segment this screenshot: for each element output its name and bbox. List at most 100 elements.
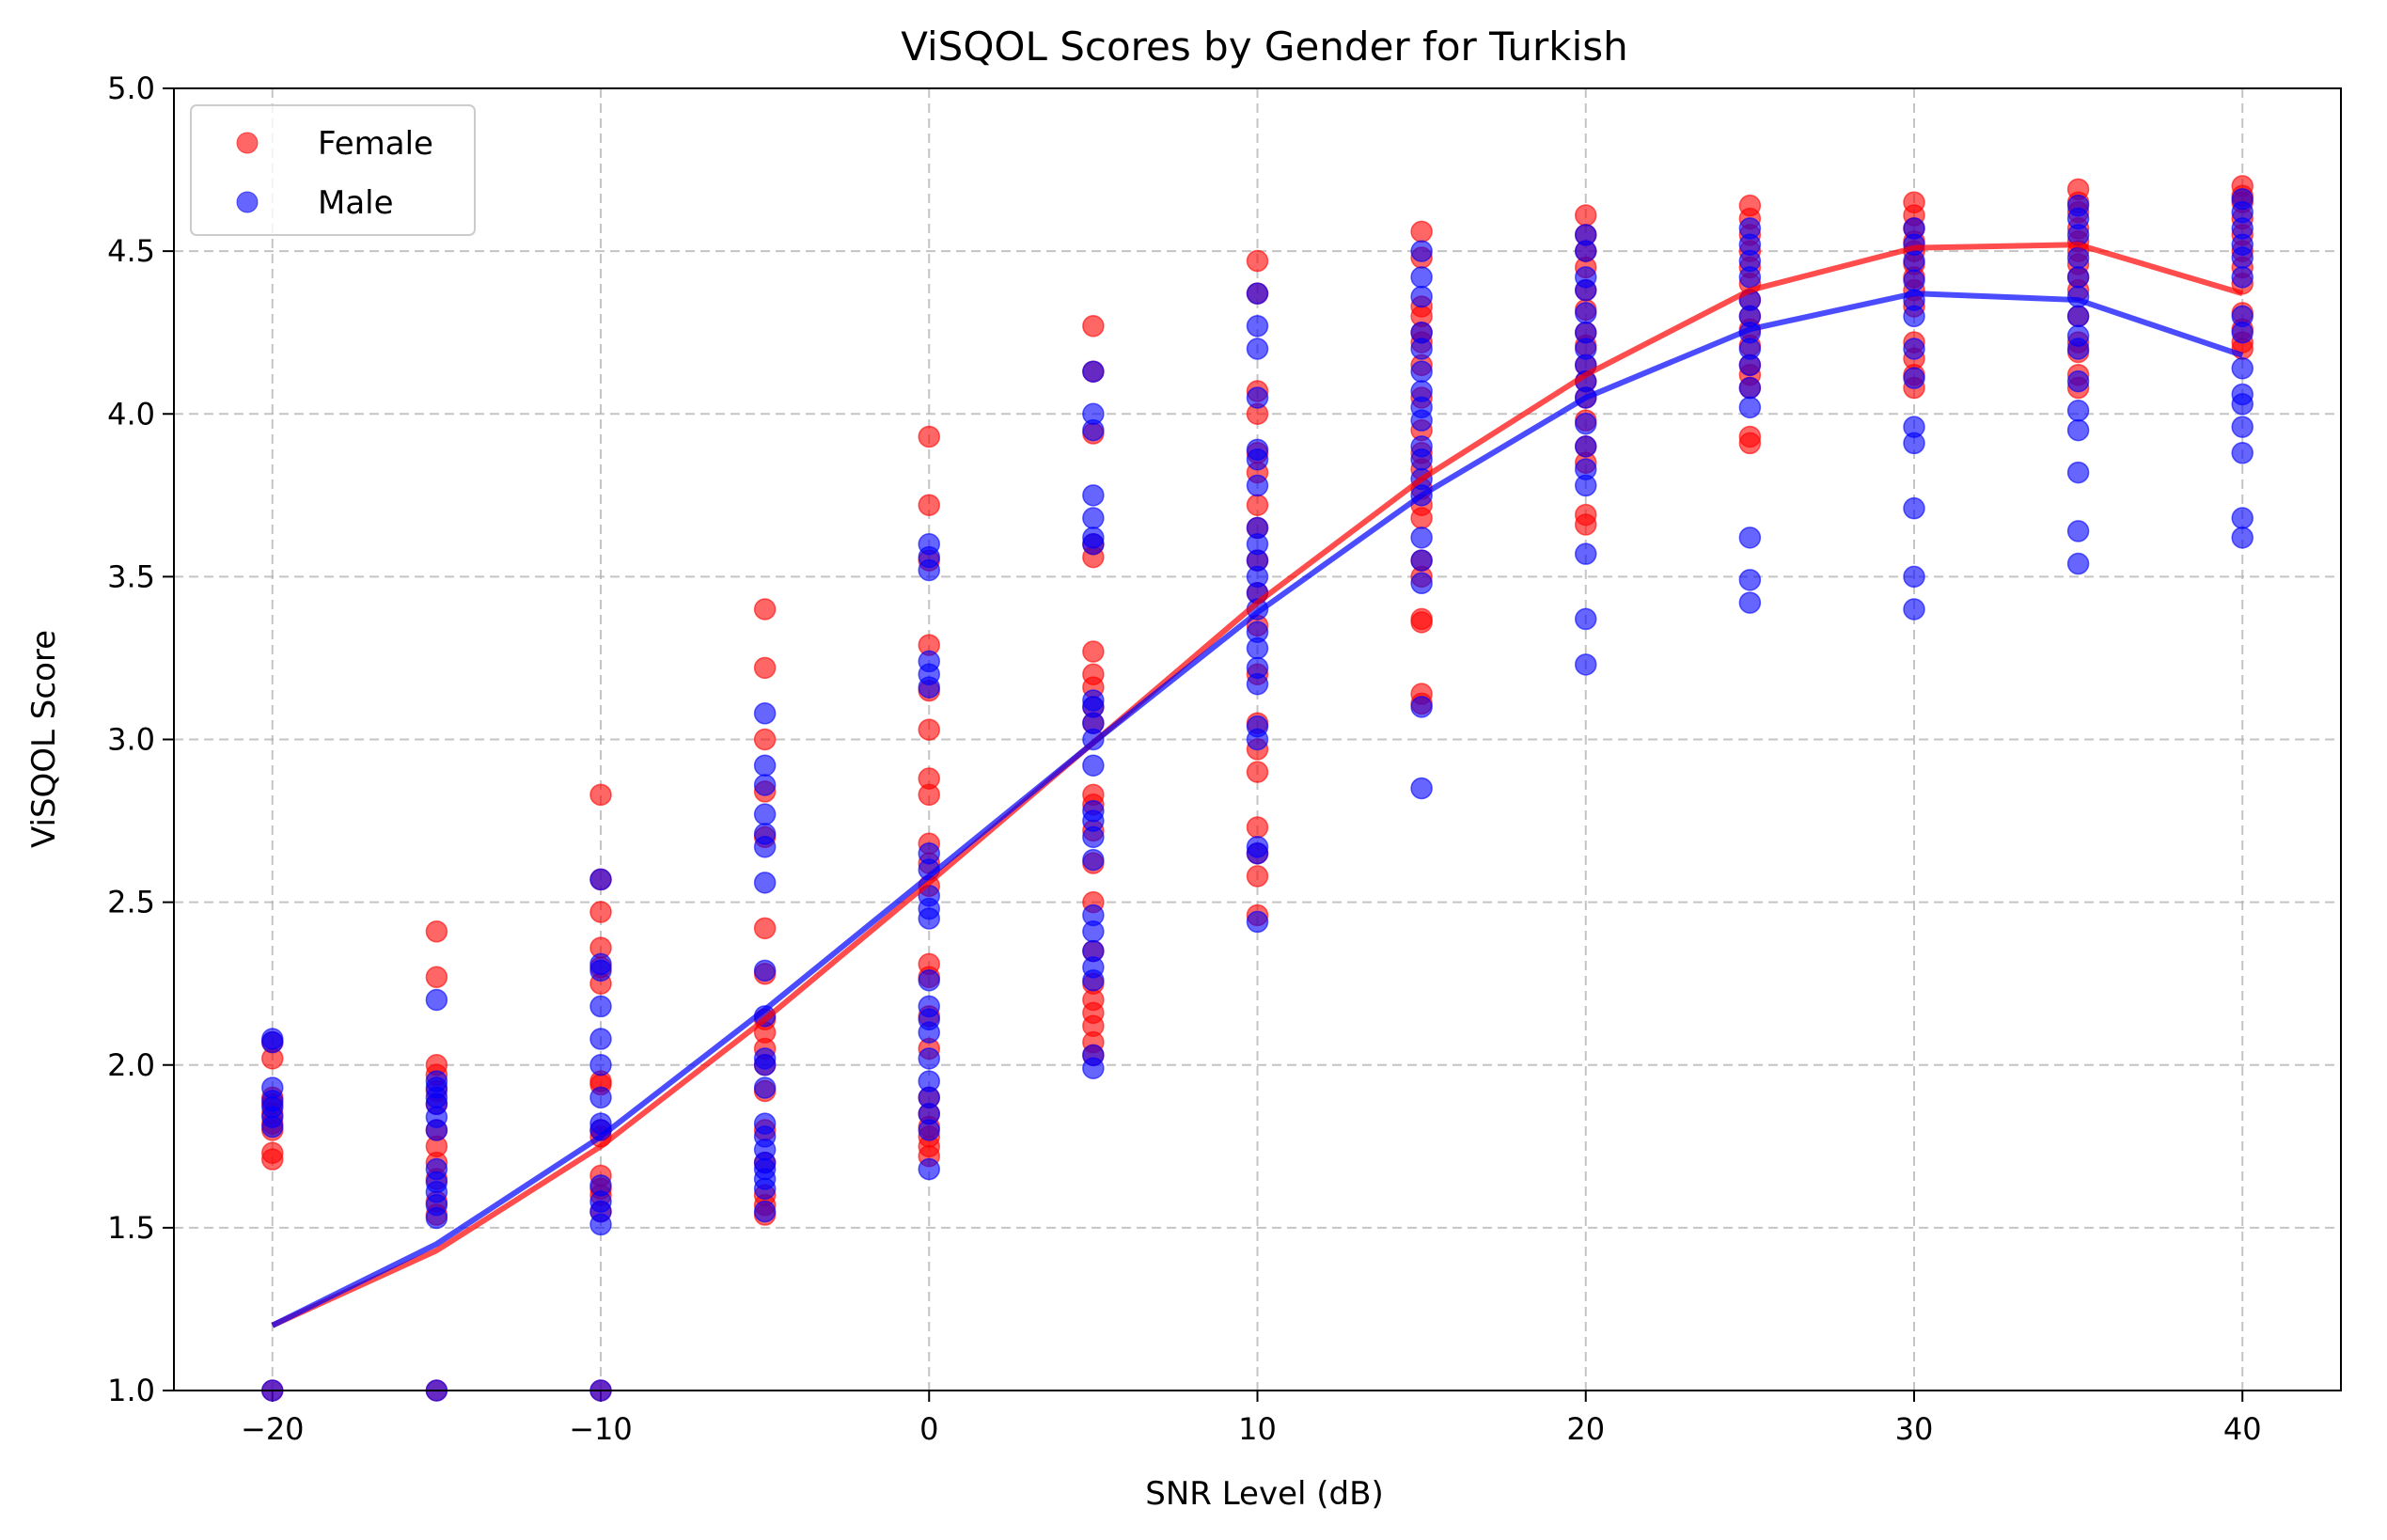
male-data-point	[2231, 357, 2254, 380]
female-data-point	[918, 494, 941, 516]
male-data-point	[1246, 715, 1269, 738]
male-data-point	[1738, 217, 1762, 240]
y-tick-label: 5.0	[107, 71, 155, 106]
male-data-point	[1082, 848, 1105, 872]
male-data-point	[1410, 285, 1433, 308]
male-data-point	[425, 988, 448, 1012]
male-data-point	[1082, 799, 1105, 823]
female-data-point	[753, 598, 777, 621]
x-tick-label: −20	[241, 1411, 305, 1447]
male-data-point	[1738, 526, 1762, 549]
male-data-point	[589, 1086, 612, 1109]
x-tick-label: 40	[2223, 1411, 2262, 1447]
male-data-point	[753, 774, 777, 796]
male-data-point	[1574, 435, 1597, 458]
legend-box	[190, 104, 476, 236]
trend-lines	[271, 242, 2244, 1328]
male-data-point	[2231, 526, 2254, 549]
male-data-point	[753, 823, 777, 845]
female-data-point	[1738, 194, 1762, 217]
x-tick-label: 20	[1566, 1411, 1605, 1447]
y-tick-label: 1.0	[107, 1373, 155, 1408]
male-data-point	[1410, 380, 1433, 402]
female-data-point	[1246, 865, 1269, 888]
male-data-point	[1903, 367, 1925, 389]
male-data-point	[753, 702, 777, 725]
male-data-point	[753, 1112, 777, 1135]
male-data-point	[261, 1028, 284, 1050]
female-data-point	[589, 901, 612, 923]
male-data-point	[1410, 572, 1433, 595]
male-data-point	[1410, 526, 1433, 549]
male-data-point	[589, 868, 612, 891]
female-trend-line	[271, 242, 2244, 1328]
male-data-point	[1574, 458, 1597, 480]
male-data-point	[1246, 621, 1269, 643]
male-data-point	[1082, 1044, 1105, 1067]
female-data-point	[1738, 425, 1762, 448]
x-axis-label: SNR Level (dB)	[1145, 1475, 1383, 1513]
male-data-point	[1246, 910, 1269, 934]
male-data-point	[1246, 315, 1269, 338]
y-tick-label: 2.0	[107, 1047, 155, 1083]
male-data-point	[1410, 435, 1433, 458]
female-data-point	[1082, 663, 1105, 685]
male-data-point	[1246, 386, 1269, 409]
male-data-point	[1903, 338, 1925, 360]
male-data-point	[1903, 416, 1925, 438]
male-data-point	[2231, 383, 2254, 406]
female-data-point	[1246, 816, 1269, 839]
male-data-point	[1410, 321, 1433, 344]
male-data-point	[2066, 461, 2090, 484]
male-data-point	[1903, 565, 1925, 589]
male-data-point	[2066, 194, 2090, 217]
male-data-point	[1082, 360, 1105, 383]
male-data-point	[1082, 507, 1105, 529]
male-data-point	[1574, 224, 1597, 246]
male-data-point	[589, 952, 612, 976]
male-data-point	[1574, 542, 1597, 565]
male-data-point	[1903, 269, 1925, 292]
male-data-point	[1246, 438, 1269, 462]
male-data-point	[2231, 442, 2254, 464]
female-data-point	[918, 718, 941, 741]
male-data-point	[1246, 656, 1269, 680]
female-data-point	[1246, 494, 1269, 516]
male-data-point	[589, 1028, 612, 1050]
y-tick-label: 1.5	[107, 1210, 155, 1246]
male-data-point	[1082, 754, 1105, 777]
male-data-point	[589, 1174, 612, 1197]
female-data-point	[918, 425, 941, 448]
male-data-point	[1082, 689, 1105, 712]
male-data-point	[1410, 266, 1433, 289]
male-data-point	[261, 1076, 284, 1099]
female-data-point	[918, 767, 941, 790]
x-tick-label: 0	[919, 1411, 938, 1447]
male-data-point	[2231, 305, 2254, 328]
male-data-point	[918, 995, 941, 1018]
y-tick-label: 4.5	[107, 233, 155, 269]
y-tick-label: 3.0	[107, 722, 155, 758]
legend-female-marker	[236, 132, 259, 154]
female-data-point	[1574, 503, 1597, 526]
male-trend-line	[271, 291, 2244, 1328]
female-data-point	[1410, 607, 1433, 631]
female-data-point	[1082, 640, 1105, 663]
male-data-point	[2066, 305, 2090, 328]
x-tick-label: −10	[569, 1411, 633, 1447]
female-data-point	[1082, 315, 1105, 338]
male-data-point	[1574, 266, 1597, 289]
legend-male-marker	[236, 191, 259, 213]
male-data-point	[589, 1054, 612, 1076]
male-data-point	[1246, 474, 1269, 497]
x-tick-label: 10	[1238, 1411, 1277, 1447]
male-data-point	[2231, 266, 2254, 289]
legend-female-label: Female	[318, 125, 433, 163]
female-data-point	[425, 966, 448, 989]
male-data-point	[1903, 598, 1925, 621]
female-data-point	[1903, 191, 1925, 213]
male-data-point	[2066, 520, 2090, 542]
male-data-point	[2231, 187, 2254, 211]
